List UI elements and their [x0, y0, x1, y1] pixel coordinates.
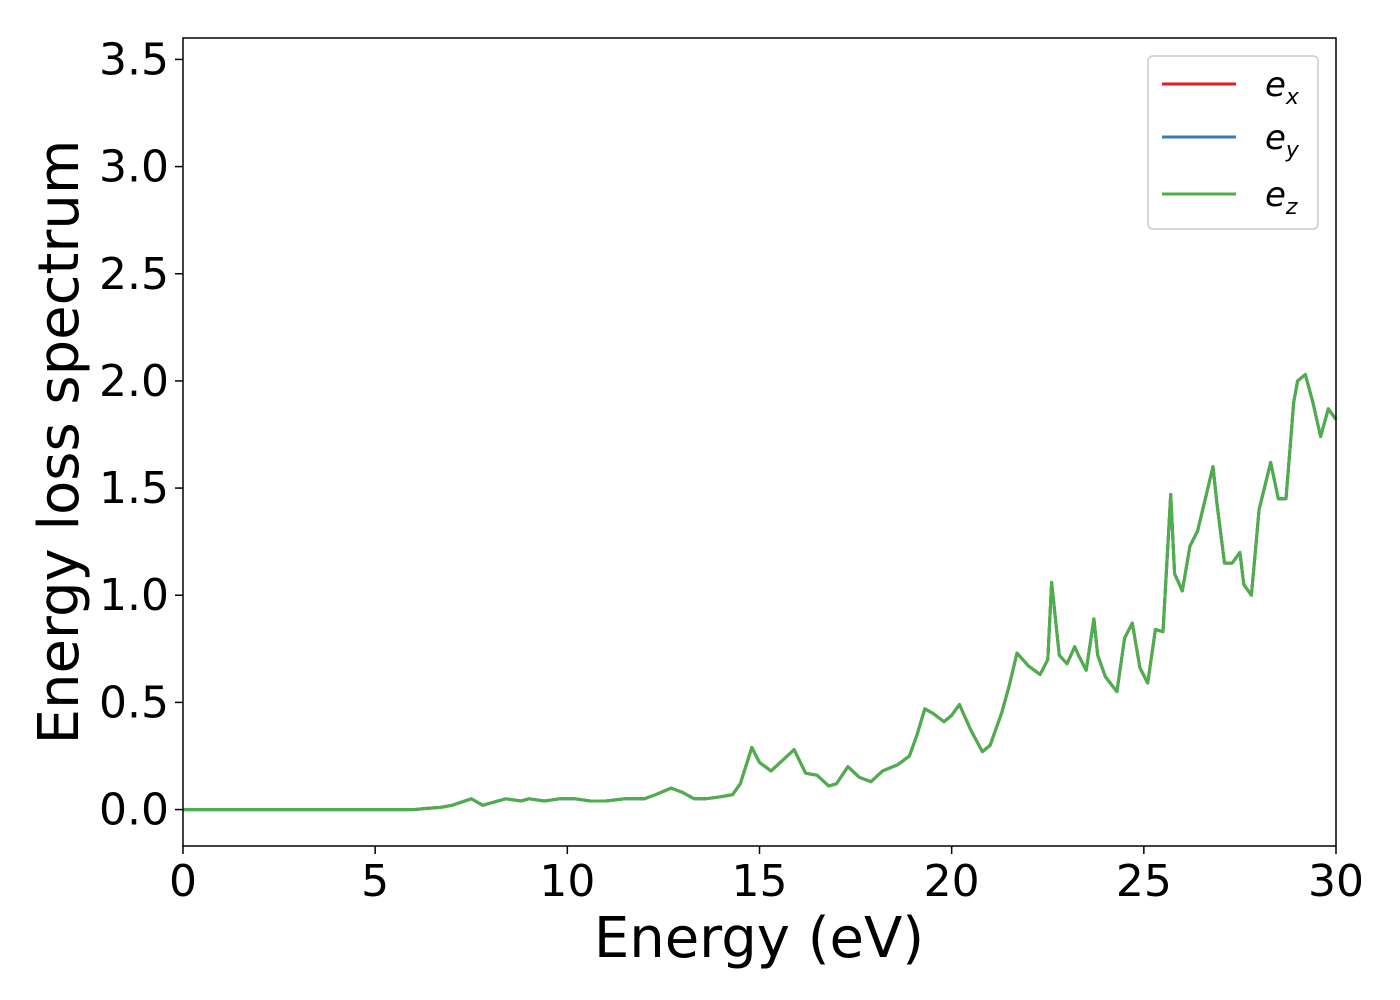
y-tick-label: 3.5 — [99, 34, 169, 85]
x-axis: 0 5 10 15 20 25 30 — [169, 846, 1364, 907]
y-axis: 0.0 0.5 1.0 1.5 2.0 2.5 3.0 3.5 — [99, 34, 183, 836]
y-tick-label: 1.0 — [99, 570, 169, 621]
series-lines — [183, 373, 1338, 812]
y-tick-label: 0.5 — [99, 677, 169, 728]
legend-label-ex: ex — [1265, 65, 1300, 110]
legend: ex ey ez — [1147, 55, 1319, 230]
legend-label-ez: ez — [1265, 175, 1298, 220]
x-tick-label: 30 — [1308, 856, 1364, 907]
y-tick-label: 2.0 — [99, 356, 169, 407]
x-tick-label: 25 — [1116, 856, 1172, 907]
legend-box — [1147, 55, 1319, 230]
legend-label-ey: ey — [1265, 118, 1300, 163]
y-axis-title: Energy loss spectrum — [27, 140, 92, 745]
x-tick-label: 5 — [361, 856, 389, 907]
x-tick-label: 0 — [169, 856, 197, 907]
series-line-ez — [183, 373, 1338, 812]
y-tick-label: 0.0 — [99, 785, 169, 836]
x-tick-label: 20 — [924, 856, 980, 907]
x-tick-label: 10 — [539, 856, 595, 907]
x-tick-label: 15 — [732, 856, 788, 907]
y-tick-label: 3.0 — [99, 142, 169, 193]
x-axis-title: Energy (eV) — [594, 906, 924, 971]
y-tick-label: 2.5 — [99, 249, 169, 300]
plot-area — [183, 38, 1336, 846]
y-tick-label: 1.5 — [99, 463, 169, 514]
